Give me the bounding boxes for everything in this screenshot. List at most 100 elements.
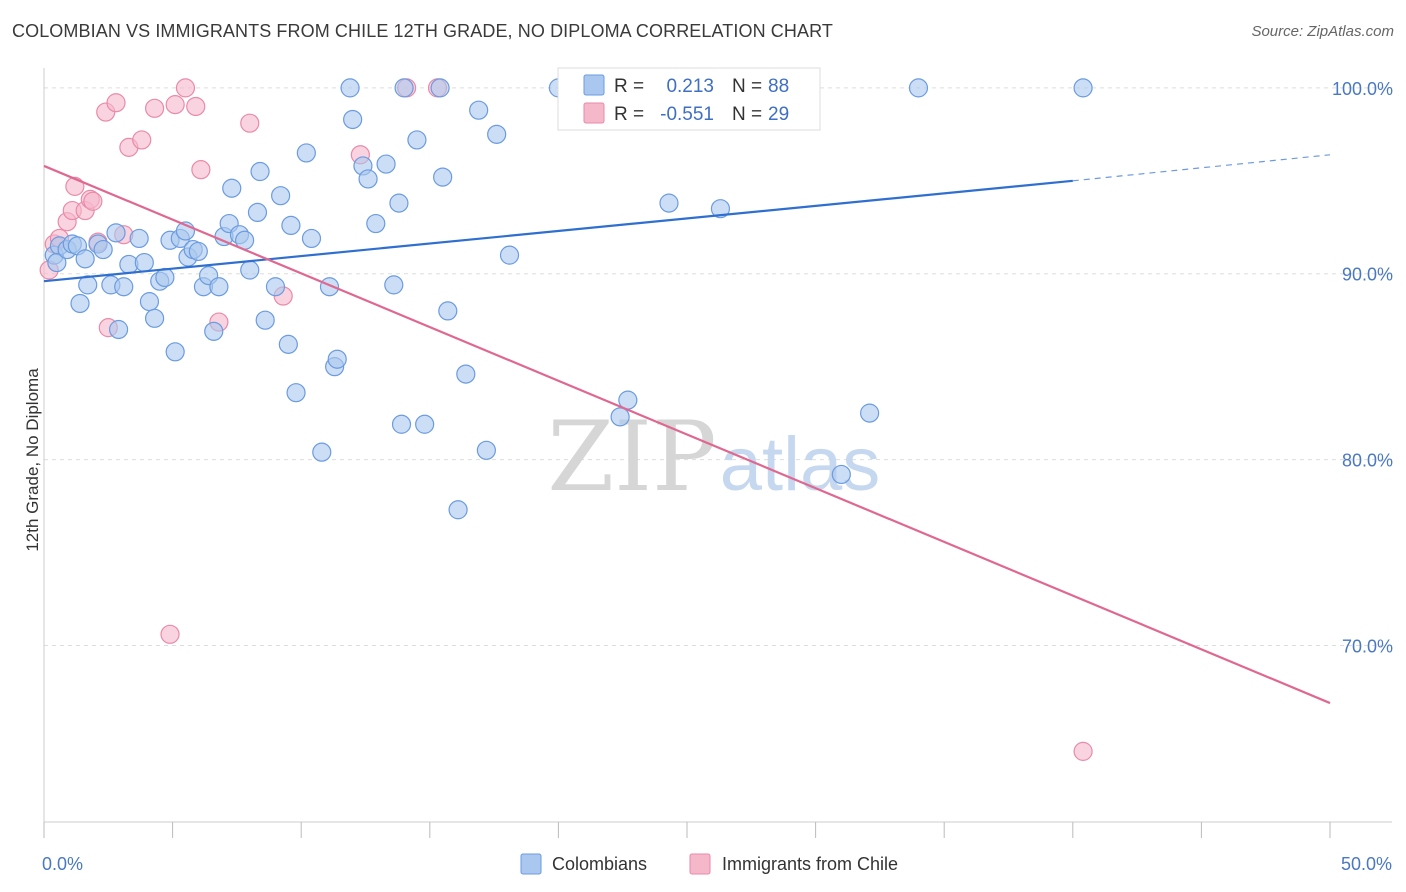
data-point bbox=[659, 193, 679, 213]
data-point bbox=[240, 260, 260, 280]
data-point bbox=[204, 321, 224, 341]
x-tick-label: 50.0% bbox=[1341, 854, 1392, 874]
y-tick-labels: 100.0% 90.0% 80.0% 70.0% bbox=[1332, 79, 1393, 657]
data-point bbox=[908, 78, 929, 98]
data-point bbox=[250, 161, 270, 182]
data-point bbox=[376, 154, 396, 174]
data-point bbox=[132, 130, 152, 150]
data-point bbox=[191, 160, 211, 180]
data-point bbox=[860, 403, 880, 423]
data-point bbox=[296, 143, 316, 163]
trend-lines bbox=[43, 154, 1331, 705]
trend-line-pink bbox=[43, 164, 1331, 705]
bottom-legend-colombians: Colombians bbox=[552, 854, 647, 874]
data-point bbox=[358, 169, 378, 189]
data-point bbox=[281, 215, 301, 236]
data-point bbox=[394, 78, 414, 98]
stats-legend: R = 0.213 N = 88 R = -0.551 N = 29 bbox=[557, 67, 821, 131]
data-point bbox=[240, 113, 260, 133]
data-point bbox=[265, 277, 286, 297]
axes bbox=[43, 68, 1392, 838]
data-point bbox=[710, 199, 731, 219]
data-point bbox=[139, 292, 160, 312]
data-point bbox=[271, 186, 291, 206]
data-point bbox=[340, 78, 360, 98]
series-legend: Colombians Immigrants from Chile bbox=[520, 853, 898, 875]
data-point bbox=[476, 440, 496, 460]
data-point bbox=[188, 241, 208, 262]
data-point bbox=[47, 252, 67, 273]
grid-lines bbox=[44, 87, 1392, 646]
data-point bbox=[456, 364, 476, 384]
data-point bbox=[469, 100, 489, 120]
y-tick-label: 100.0% bbox=[1332, 79, 1393, 99]
data-point bbox=[75, 249, 95, 269]
source-label: Source: ZipAtlas.com bbox=[1251, 23, 1394, 40]
data-point bbox=[134, 252, 154, 273]
data-point bbox=[407, 130, 427, 150]
data-point bbox=[278, 334, 298, 354]
data-point bbox=[209, 277, 229, 297]
data-point bbox=[831, 464, 851, 485]
data-point bbox=[175, 78, 196, 98]
legend-r-label-blue: R = bbox=[614, 76, 644, 97]
data-point bbox=[165, 95, 185, 115]
legend-r-label-pink: R = bbox=[614, 104, 644, 125]
data-point bbox=[106, 223, 126, 243]
legend-swatch-blue bbox=[583, 74, 605, 96]
watermark-atlas: atlas bbox=[720, 422, 881, 507]
x-tick-label: 0.0% bbox=[42, 854, 83, 874]
data-point bbox=[144, 98, 165, 118]
data-point bbox=[247, 202, 268, 222]
y-axis-label: 12th Grade, No Diploma bbox=[23, 368, 42, 552]
data-point bbox=[106, 93, 126, 113]
series-colombians bbox=[44, 78, 1093, 520]
data-point bbox=[144, 308, 165, 328]
data-point bbox=[487, 124, 507, 144]
legend-swatch-pink bbox=[583, 102, 605, 124]
data-point bbox=[366, 213, 386, 234]
x-tick-labels: 0.0% 50.0% bbox=[42, 854, 1392, 874]
data-point bbox=[160, 624, 180, 644]
legend-n-value-pink: 29 bbox=[768, 104, 789, 125]
data-point bbox=[1073, 78, 1093, 98]
trend-extension-blue bbox=[1072, 154, 1331, 182]
legend-n-value-blue: 88 bbox=[768, 76, 789, 97]
y-tick-label: 90.0% bbox=[1342, 265, 1393, 285]
data-point bbox=[343, 109, 363, 130]
data-point bbox=[415, 414, 435, 434]
data-point bbox=[165, 342, 185, 362]
data-point bbox=[433, 167, 453, 187]
watermark-zip: ZIP bbox=[547, 401, 716, 513]
bottom-legend-swatch-pink bbox=[689, 853, 711, 875]
bottom-legend-swatch-blue bbox=[520, 853, 542, 875]
data-point bbox=[301, 228, 322, 249]
data-point bbox=[83, 191, 103, 211]
data-point bbox=[129, 228, 149, 249]
data-point bbox=[255, 310, 275, 330]
legend-r-value-pink: -0.551 bbox=[660, 104, 714, 125]
data-point bbox=[186, 96, 206, 117]
data-point bbox=[327, 349, 347, 369]
legend-n-label-blue: N = bbox=[732, 76, 762, 97]
data-point bbox=[391, 414, 412, 434]
data-point bbox=[93, 239, 113, 260]
data-point bbox=[312, 442, 332, 462]
legend-n-label-pink: N = bbox=[732, 104, 762, 125]
data-point bbox=[499, 245, 520, 265]
y-tick-label: 70.0% bbox=[1342, 636, 1393, 656]
data-point bbox=[448, 500, 468, 520]
data-point bbox=[286, 383, 306, 403]
data-point bbox=[108, 319, 129, 340]
data-point bbox=[70, 293, 90, 314]
data-point bbox=[430, 78, 450, 98]
data-point bbox=[610, 407, 630, 427]
data-point bbox=[384, 275, 404, 295]
data-point bbox=[389, 193, 409, 213]
data-point bbox=[65, 176, 85, 196]
trend-line-blue bbox=[43, 179, 1073, 283]
data-point bbox=[438, 301, 458, 321]
data-point bbox=[114, 277, 134, 297]
data-point bbox=[1073, 741, 1093, 761]
